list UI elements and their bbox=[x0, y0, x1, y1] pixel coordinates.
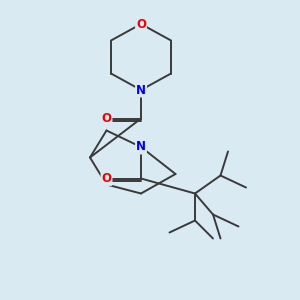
Text: N: N bbox=[136, 140, 146, 154]
Text: N: N bbox=[136, 83, 146, 97]
Text: O: O bbox=[101, 172, 112, 185]
Text: O: O bbox=[101, 112, 112, 125]
Text: O: O bbox=[136, 17, 146, 31]
